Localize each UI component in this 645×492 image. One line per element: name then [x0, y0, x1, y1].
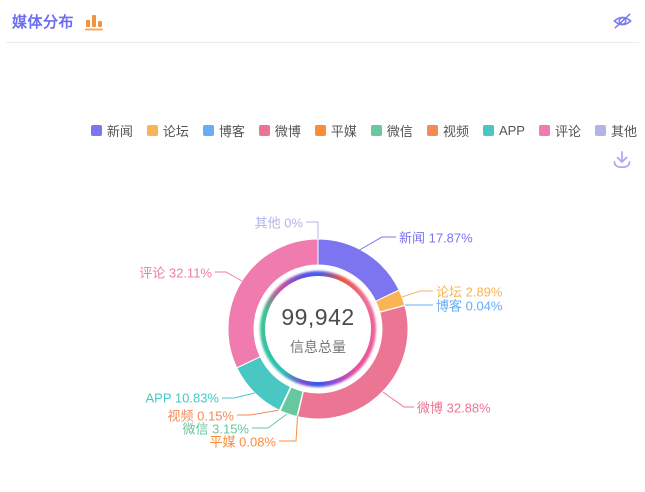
slice-label-博客: 博客 0.04%: [436, 298, 503, 314]
label-line-其他: [306, 221, 319, 239]
slice-label-视频: 视频 0.15%: [167, 408, 234, 424]
legend-label: 论坛: [162, 124, 189, 139]
label-line-论坛: [401, 290, 433, 298]
slice-label-平媒: 平媒 0.08%: [209, 434, 276, 450]
donut-segment-评论[interactable]: [227, 238, 319, 369]
legend-swatch: [146, 125, 158, 136]
legend-swatch: [314, 125, 326, 136]
total-count-label: 信息总量: [290, 338, 346, 355]
legend-item-评论[interactable]: 评论: [538, 121, 581, 140]
legend-swatch: [482, 125, 494, 136]
legend-item-微博[interactable]: 微博: [258, 121, 301, 140]
legend-label: APP: [498, 123, 525, 138]
panel-title: 媒体分布: [12, 13, 75, 31]
legend-swatch: [90, 125, 102, 136]
legend-label: 视频: [442, 124, 469, 139]
slice-label-论坛: 论坛 2.89%: [436, 284, 503, 300]
donut-center: 99,942 信息总量: [265, 276, 371, 382]
label-line-微信: [252, 413, 288, 429]
label-line-评论: [215, 271, 243, 282]
legend-item-其他[interactable]: 其他: [594, 121, 637, 140]
slice-label-微信: 微信 3.15%: [182, 421, 249, 437]
legend-item-新闻[interactable]: 新闻: [90, 121, 133, 140]
legend-item-博客[interactable]: 博客: [202, 121, 245, 140]
legend-label: 评论: [554, 124, 581, 139]
legend-item-平媒[interactable]: 平媒: [314, 121, 357, 140]
legend-swatch: [202, 125, 214, 136]
legend-label: 平媒: [330, 124, 357, 139]
legend-label: 新闻: [106, 124, 133, 139]
label-line-视频: [237, 409, 281, 416]
download-icon[interactable]: [611, 149, 633, 171]
legend-swatch: [258, 125, 270, 136]
legend-swatch: [370, 125, 382, 136]
legend-item-微信[interactable]: 微信: [370, 121, 413, 140]
legend-item-论坛[interactable]: 论坛: [146, 121, 189, 140]
legend-item-APP[interactable]: APP: [482, 123, 525, 138]
slice-label-APP: APP 10.83%: [145, 390, 219, 406]
slice-label-新闻: 新闻 17.87%: [399, 230, 473, 246]
legend-item-视频[interactable]: 视频: [426, 121, 469, 140]
slice-label-其他: 其他 0%: [254, 215, 303, 231]
label-line-APP: [222, 392, 256, 399]
legend-swatch: [538, 125, 550, 136]
legend-label: 博客: [218, 124, 245, 139]
header-divider: [6, 42, 639, 43]
slice-label-评论: 评论 32.11%: [139, 265, 212, 281]
label-line-新闻: [355, 236, 396, 253]
legend: 新闻 论坛 博客 微博 平媒 微信 视频 APP 评论 其他: [0, 121, 637, 140]
bar-chart-icon[interactable]: [84, 12, 104, 31]
eye-off-icon[interactable]: [612, 11, 633, 31]
label-line-微博: [382, 391, 414, 408]
legend-label: 其他: [610, 124, 637, 139]
legend-label: 微信: [386, 124, 413, 139]
legend-swatch: [426, 125, 438, 136]
total-count: 99,942: [281, 303, 355, 330]
slice-label-微博: 微博 32.88%: [417, 400, 491, 416]
panel-header: 媒体分布: [0, 0, 645, 42]
legend-swatch: [594, 125, 606, 136]
legend-label: 微博: [274, 124, 301, 139]
